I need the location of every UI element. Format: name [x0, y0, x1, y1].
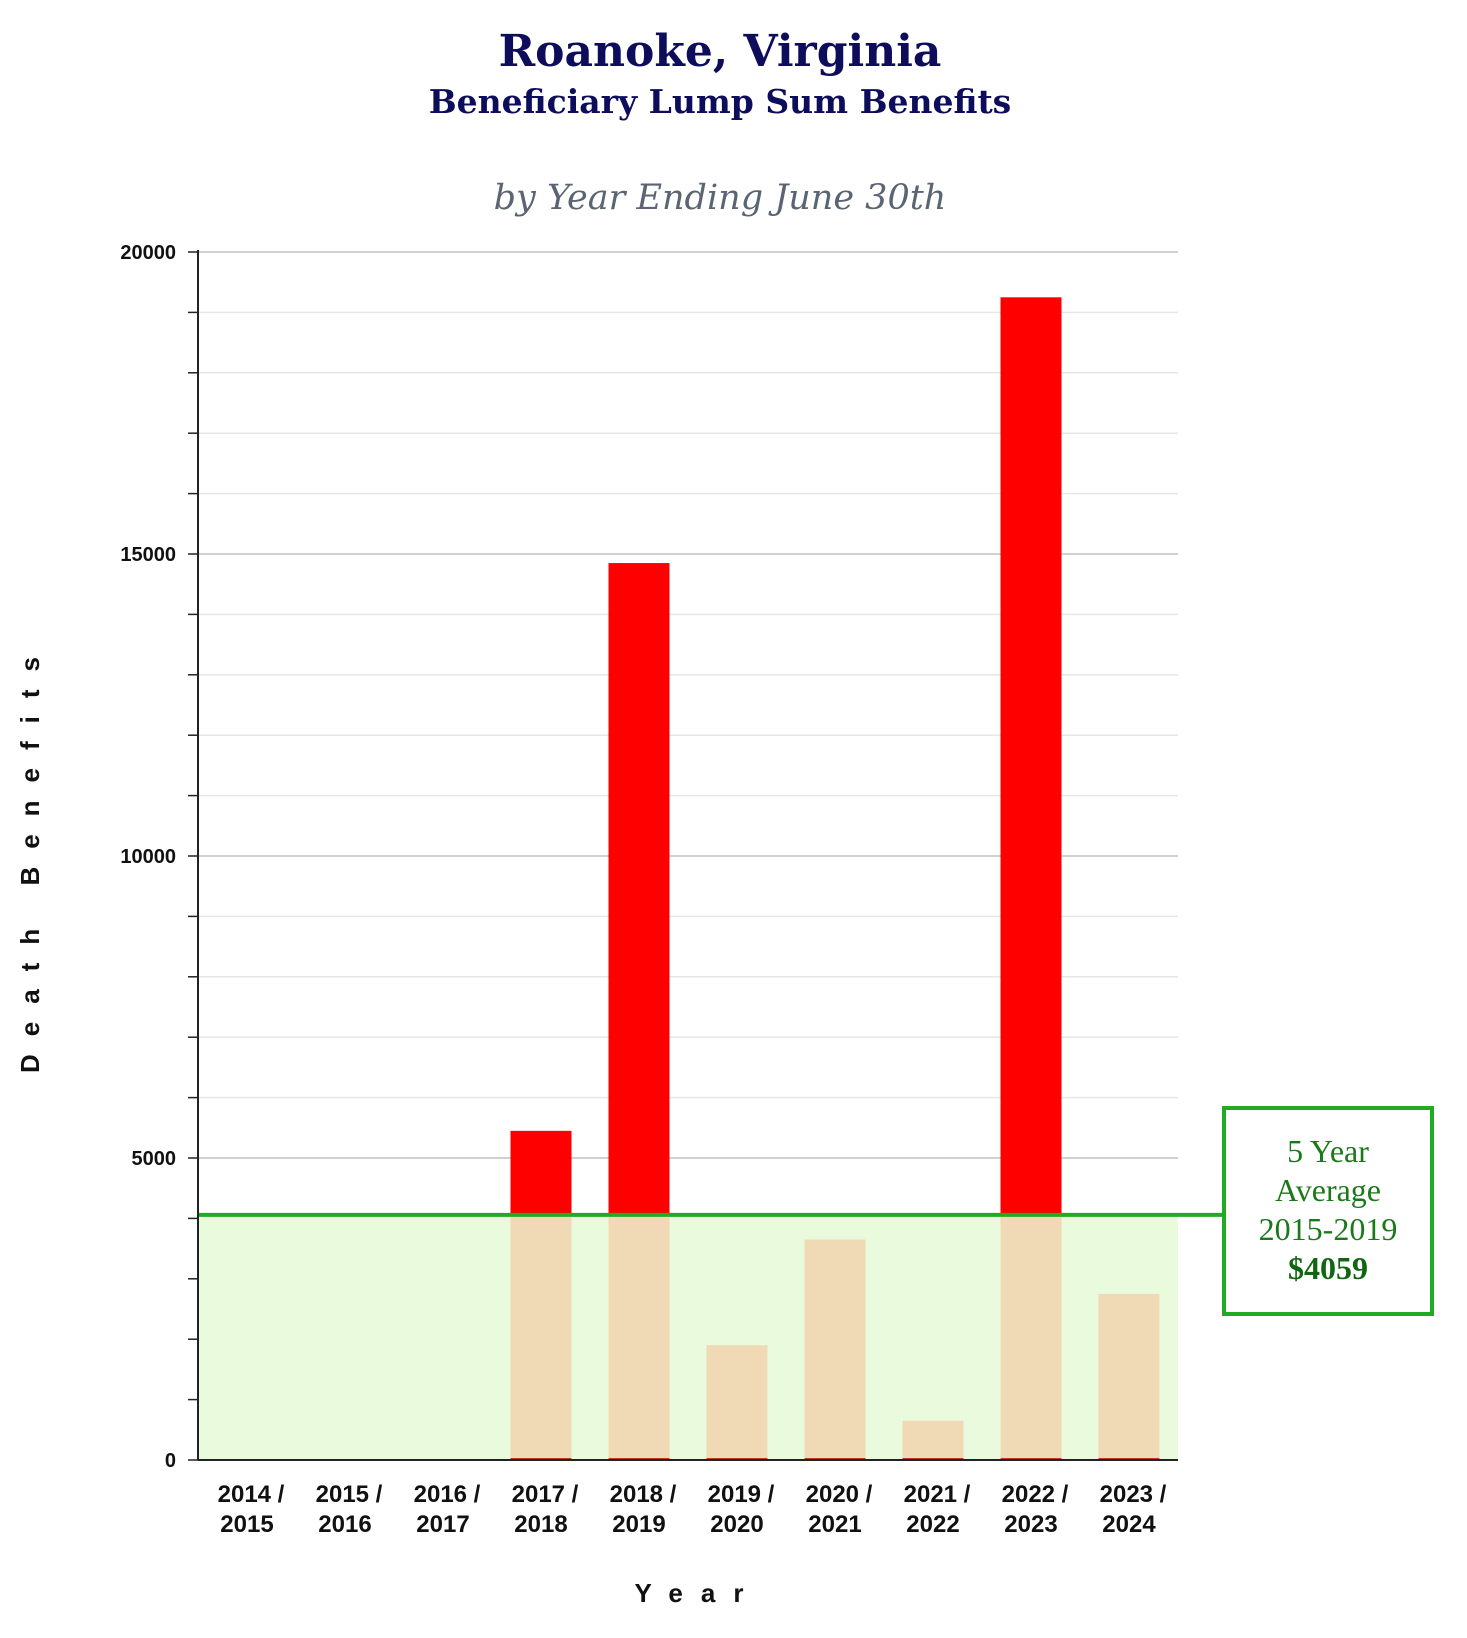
- bar-above-average: [608, 563, 670, 1215]
- average-line1: 5 Year: [1287, 1133, 1369, 1169]
- bar-below-average: [902, 1420, 964, 1460]
- y-tick-label: 20000: [120, 242, 176, 264]
- x-tick-label: 2023 /2024: [1100, 1481, 1167, 1538]
- x-tick-labels: 2014 /2015 2015 /2016 2016 /2017 2017 /2018…: [218, 1481, 1167, 1538]
- chart-title: Roanoke, Virginia: [498, 26, 942, 77]
- chart-caption: by Year Ending June 30th: [493, 178, 947, 218]
- x-tick-label: 2021 /2022: [904, 1481, 971, 1538]
- x-tick-label: 2015 /2016: [316, 1481, 383, 1538]
- average-callout: 5 Year Average 2015-2019 $4059: [1222, 1106, 1434, 1316]
- x-tick-label: 2020 /2021: [806, 1481, 873, 1538]
- x-tick-label: 2019 /2020: [708, 1481, 775, 1538]
- y-tick-label: 10000: [120, 846, 176, 868]
- bar-below-average: [1098, 1293, 1160, 1460]
- bar-above-average: [1000, 297, 1062, 1215]
- average-value: $4059: [1288, 1250, 1368, 1286]
- bar-below-average: [706, 1345, 768, 1460]
- x-tick-label: 2016 /2017: [414, 1481, 481, 1538]
- x-tick-label: 2022 /2023: [1002, 1481, 1069, 1538]
- y-tick-label: 15000: [120, 544, 176, 566]
- average-line2: Average: [1275, 1172, 1381, 1208]
- bar-above-average: [510, 1130, 572, 1215]
- average-line3: 2015-2019: [1258, 1211, 1398, 1247]
- x-tick-label: 2014 /2015: [218, 1481, 285, 1538]
- y-tick-labels: 0 5000 10000 15000 20000: [120, 242, 176, 1472]
- x-tick-label: 2017 /2018: [512, 1481, 579, 1538]
- y-tick-label: 5000: [132, 1148, 177, 1170]
- bar-below-average: [608, 1214, 670, 1460]
- bar-below-average: [804, 1239, 866, 1460]
- chart-subtitle: Beneficiary Lump Sum Benefits: [428, 82, 1012, 121]
- y-tick-label: 0: [165, 1450, 176, 1472]
- x-tick-label: 2018 /2019: [610, 1481, 677, 1538]
- axes: [188, 250, 1178, 1461]
- y-axis-label: Death Benefits: [15, 639, 45, 1073]
- x-axis-label: Year: [635, 1578, 762, 1608]
- bar-below-average: [1000, 1214, 1062, 1460]
- bar-below-average: [510, 1214, 572, 1460]
- bars: [510, 297, 1160, 1460]
